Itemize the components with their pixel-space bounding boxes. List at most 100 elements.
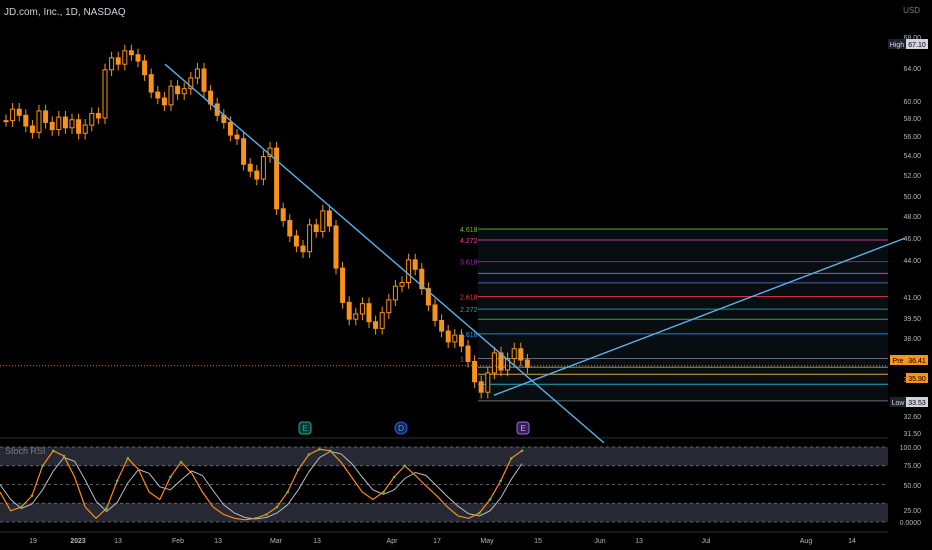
grid-layer xyxy=(0,437,888,533)
oversold-band xyxy=(0,503,888,522)
time-tick-label: Aug xyxy=(800,538,813,545)
stoch-cross-dot xyxy=(51,449,55,453)
candle-body xyxy=(95,113,101,119)
candle-body xyxy=(148,74,154,93)
stoch-cross-dot xyxy=(20,505,23,509)
stoch-cross-dot xyxy=(296,468,300,471)
time-tick-label: 14 xyxy=(848,538,856,545)
price-tick-label: 39.50 xyxy=(903,316,921,323)
candle-body xyxy=(175,85,181,95)
svg-text:High: High xyxy=(890,42,905,49)
fib-level-label: 1.618 xyxy=(460,332,478,339)
time-tick-label: Mar xyxy=(270,538,283,545)
candlestick-series[interactable] xyxy=(0,44,888,399)
time-tick-label: 13 xyxy=(114,538,122,545)
stoch-tick-label: 75.00 xyxy=(903,463,921,470)
candle-body xyxy=(287,220,293,237)
svg-text:E: E xyxy=(302,424,307,433)
support-trendline xyxy=(493,237,906,396)
candle-body xyxy=(472,360,478,383)
stoch-cross-dot xyxy=(254,516,257,520)
time-tick-label: Jul xyxy=(702,538,711,545)
dividend-marker[interactable]: D xyxy=(394,421,408,435)
stoch-rsi-pane[interactable]: 100.00 75.00 50.00 25.00 0.0000 xyxy=(0,445,921,527)
stoch-cross-dot xyxy=(328,449,332,453)
time-tick-label: Feb xyxy=(172,538,184,545)
stoch-tick-label: 100.00 xyxy=(900,445,922,452)
price-tick-label: 38.00 xyxy=(903,336,921,343)
price-tick-label: 68.00 xyxy=(903,35,921,42)
candle-body xyxy=(188,77,194,90)
candle-body xyxy=(29,125,35,133)
candle-body xyxy=(89,113,95,126)
candle-body xyxy=(379,312,385,329)
candle-body xyxy=(142,60,148,76)
price-tick-label: 56.00 xyxy=(903,134,921,141)
earnings-marker-2[interactable]: E xyxy=(516,421,530,435)
price-tick-label: 48.00 xyxy=(903,214,921,221)
candle-body xyxy=(194,68,200,79)
candle-body xyxy=(76,119,82,134)
candle-body xyxy=(478,381,484,393)
candle-body xyxy=(307,224,313,253)
candle-body xyxy=(359,303,365,315)
candle-body xyxy=(458,334,464,347)
price-tick-label: 31.50 xyxy=(903,431,921,438)
candle-body xyxy=(300,245,306,253)
resistance-trendline xyxy=(164,63,605,444)
svg-text:D: D xyxy=(398,424,404,433)
stoch-cross-dot xyxy=(488,498,492,501)
stoch-cross-dot xyxy=(169,475,172,479)
candle-body xyxy=(254,170,260,180)
time-tick-label: 13 xyxy=(214,538,222,545)
stoch-cross-dot xyxy=(382,490,385,494)
candle-body xyxy=(326,210,332,227)
fib-level-label: 4.272 xyxy=(460,238,478,245)
low-price-tag: Low 33.53 xyxy=(890,397,928,407)
fibonacci-extension[interactable]: 4.618 4.272 3.618 2.618 2.272 1.618 1 xyxy=(460,227,888,402)
candle-body xyxy=(49,121,55,131)
fib-level-label: 1 xyxy=(460,356,464,363)
candle-body xyxy=(161,97,167,106)
fib-zone xyxy=(478,228,888,401)
candle-body xyxy=(465,345,471,362)
candle-body xyxy=(227,121,233,136)
price-tick-label: 58.00 xyxy=(903,116,921,123)
svg-text:Low: Low xyxy=(892,400,906,407)
candle-body xyxy=(109,57,115,71)
candle-body xyxy=(505,358,511,371)
candle-body xyxy=(128,50,134,56)
price-tick-label: 41.00 xyxy=(903,295,921,302)
candle-body xyxy=(10,108,16,122)
stoch-cross-dot xyxy=(520,449,524,453)
candle-body xyxy=(16,108,22,116)
candle-body xyxy=(69,119,75,129)
svg-text:33.53: 33.53 xyxy=(908,400,926,407)
earnings-marker-1[interactable]: E xyxy=(298,421,312,435)
candle-body xyxy=(452,334,458,343)
stoch-cross-dot xyxy=(478,511,481,515)
candle-body xyxy=(524,359,530,368)
candle-body xyxy=(346,301,352,320)
trendlines[interactable] xyxy=(164,63,906,444)
fib-level-label: 2.272 xyxy=(460,307,478,314)
time-tick-label: 2023 xyxy=(70,538,86,545)
price-tick-label: 46.00 xyxy=(903,236,921,243)
candle-body xyxy=(241,138,247,165)
candle-body xyxy=(386,299,392,314)
pre-market-tag: Pre 36.41 xyxy=(890,355,928,365)
candle-body xyxy=(234,134,240,140)
candle-body xyxy=(280,208,286,222)
price-tick-label: 44.00 xyxy=(903,258,921,265)
price-tick-label: 60.00 xyxy=(903,99,921,106)
candle-body xyxy=(392,285,398,301)
candle-body xyxy=(168,85,174,106)
time-tick-label: May xyxy=(480,538,494,545)
stoch-d-line xyxy=(0,450,523,520)
candle-body xyxy=(181,88,187,95)
candle-body xyxy=(23,114,29,127)
time-tick-label: 13 xyxy=(635,538,643,545)
candle-body xyxy=(498,352,504,371)
stoch-cross-dot xyxy=(115,479,119,483)
